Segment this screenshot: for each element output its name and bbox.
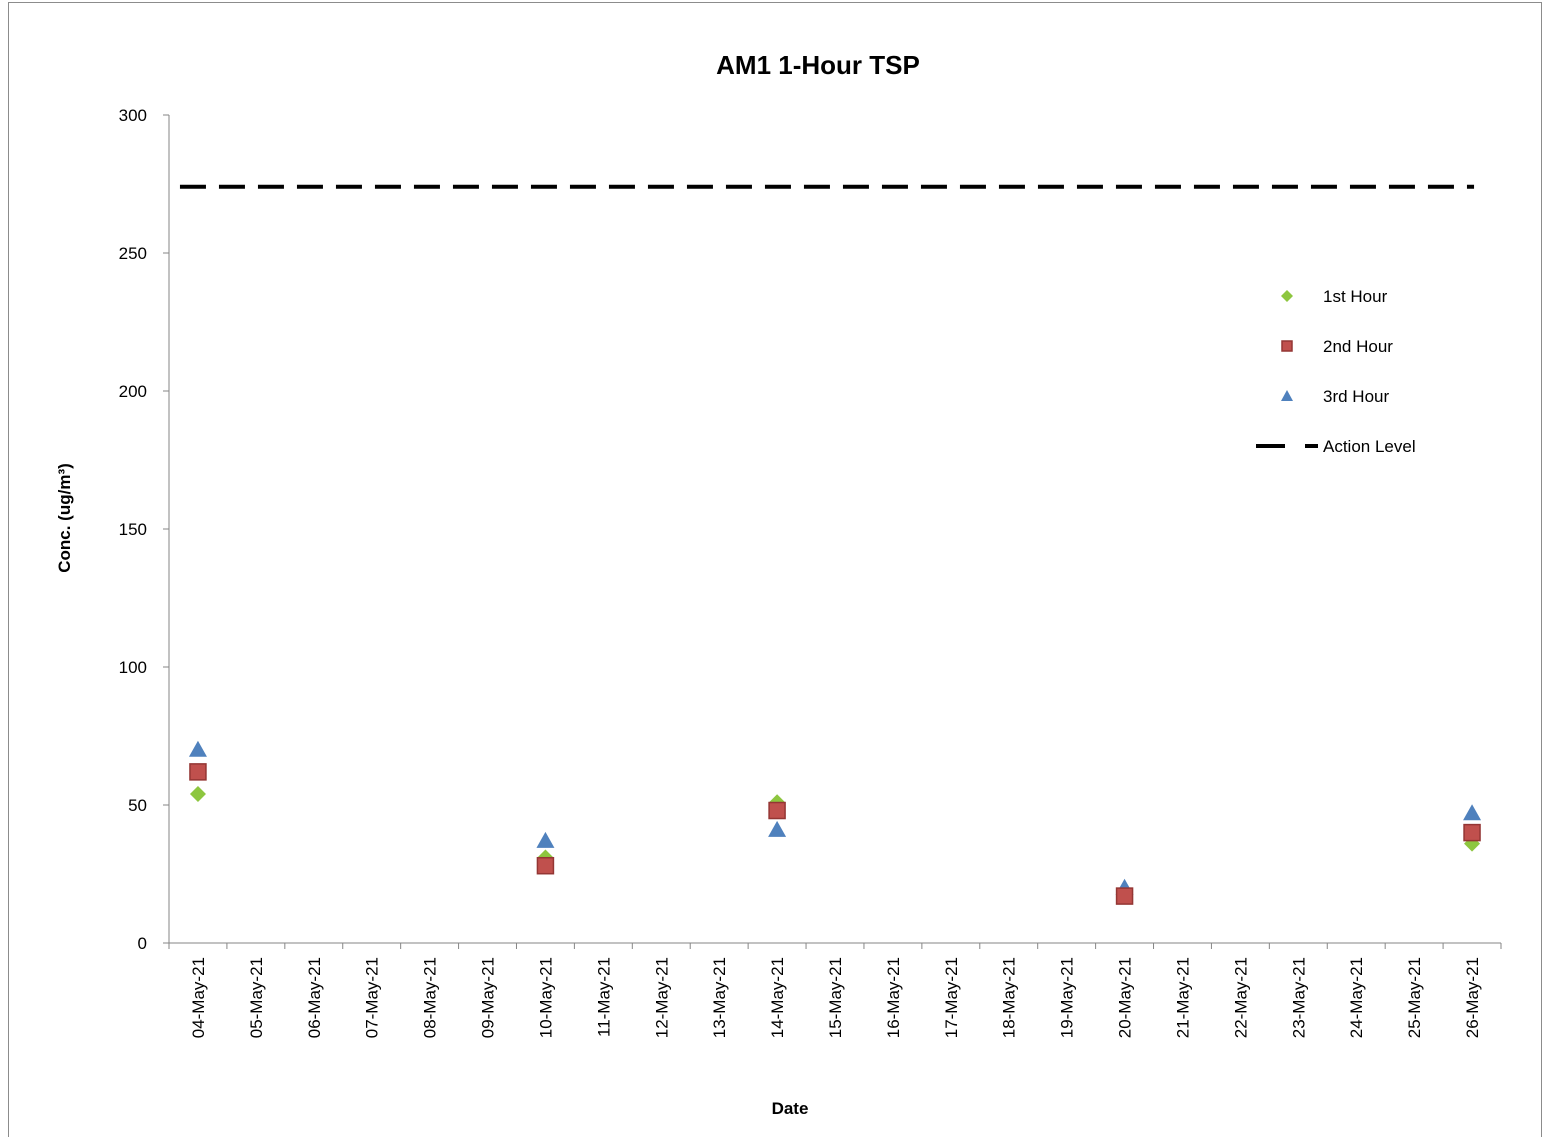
legend: 1st Hour 2nd Hour 3rd Hour Action Level <box>1256 287 1416 456</box>
x-tick-label: 12-May-21 <box>652 957 671 1038</box>
2nd-hour-point <box>189 763 207 781</box>
3rd-hour-point <box>536 831 555 848</box>
x-tick-label: 13-May-21 <box>710 957 729 1038</box>
x-tick-label: 20-May-21 <box>1116 957 1135 1038</box>
x-tick-label: 04-May-21 <box>189 957 208 1038</box>
x-tick-label: 14-May-21 <box>768 957 787 1038</box>
2nd-hour-point <box>1463 823 1481 842</box>
x-tick-label: 05-May-21 <box>247 957 266 1038</box>
y-tick-label: 50 <box>128 796 147 815</box>
x-tick-label: 15-May-21 <box>826 957 845 1038</box>
legend-swatch-2nd-hour <box>1281 340 1293 352</box>
x-tick-label: 07-May-21 <box>363 957 382 1038</box>
x-tick-label: 11-May-21 <box>594 957 613 1037</box>
y-tick-label: 100 <box>119 658 147 677</box>
y-tick-label: 200 <box>119 382 147 401</box>
2nd-hour-point <box>768 801 786 820</box>
3rd-hour-point <box>188 740 207 757</box>
x-tick-label: 08-May-21 <box>421 957 440 1038</box>
y-tick-label: 250 <box>119 244 147 263</box>
legend-label: 1st Hour <box>1323 287 1388 306</box>
plot-area: 0 50 100 150 200 250 300 04-May-21 05-May-21 06-M… <box>119 106 1502 1038</box>
chart-title: AM1 1-Hour TSP <box>716 50 920 80</box>
x-tick-label: 09-May-21 <box>479 957 498 1038</box>
2nd-hour-point <box>1115 887 1134 905</box>
legend-label: 3rd Hour <box>1323 387 1389 406</box>
x-tick-label: 17-May-21 <box>942 957 961 1038</box>
legend-swatch-1st-hour <box>1281 290 1293 302</box>
1st-hour-point <box>189 785 206 802</box>
x-tick-label: 23-May-21 <box>1289 957 1308 1038</box>
y-axis-title: Conc. (ug/m³) <box>55 463 74 573</box>
x-tick-label: 21-May-21 <box>1173 957 1192 1038</box>
legend-swatch-3rd-hour <box>1281 390 1293 401</box>
x-axis-title: Date <box>772 1099 809 1118</box>
x-tick-label: 10-May-21 <box>536 957 555 1038</box>
x-tick-label: 24-May-21 <box>1347 957 1366 1038</box>
chart-frame <box>8 2 1542 1137</box>
3rd-hour-point <box>1463 804 1482 821</box>
2nd-hour-point <box>536 856 555 875</box>
x-tick-label: 06-May-21 <box>305 957 324 1038</box>
y-tick-label: 0 <box>138 934 147 953</box>
x-tick-label: 19-May-21 <box>1058 957 1077 1038</box>
x-tick-label: 22-May-21 <box>1231 957 1250 1038</box>
legend-label: Action Level <box>1323 437 1416 456</box>
x-tick-label: 16-May-21 <box>884 957 903 1038</box>
x-tick-label: 18-May-21 <box>1000 957 1019 1038</box>
y-tick-label: 300 <box>119 106 147 125</box>
legend-label: 2nd Hour <box>1323 337 1393 356</box>
y-tick-label: 150 <box>119 520 147 539</box>
x-tick-label: 26-May-21 <box>1463 957 1482 1038</box>
x-tick-label: 25-May-21 <box>1405 957 1424 1038</box>
3rd-hour-point <box>768 820 787 837</box>
